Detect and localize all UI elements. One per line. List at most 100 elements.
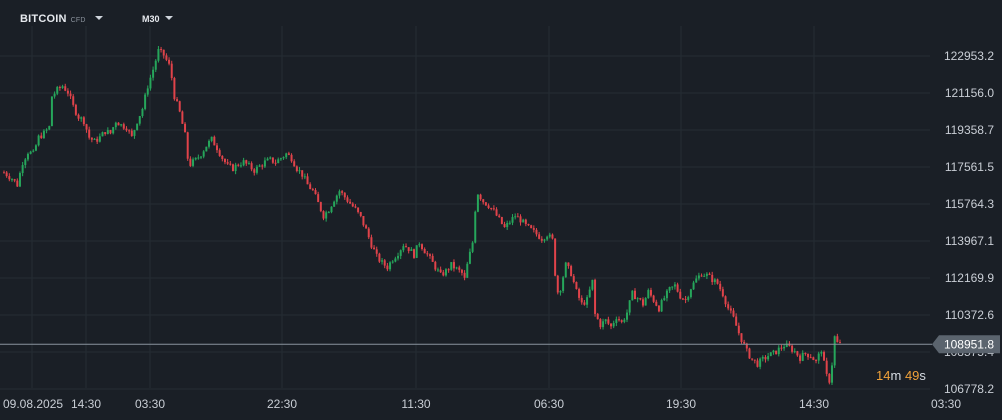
candle-body (399, 250, 402, 256)
candle-body (56, 87, 59, 94)
candle-body (484, 202, 487, 206)
candle-body (202, 151, 205, 157)
candle-body (503, 223, 506, 228)
candle-body (381, 260, 384, 262)
candle-body (564, 262, 567, 278)
candle-body (215, 145, 218, 151)
candle-body (317, 194, 320, 203)
candle-body (192, 159, 195, 166)
candle-body (383, 260, 386, 266)
candle-body (839, 342, 841, 344)
candle-body (184, 123, 187, 133)
candle-body (740, 333, 743, 342)
candle-body (468, 251, 471, 264)
candle-body (559, 290, 562, 293)
candle-body (633, 290, 636, 300)
candle-body (498, 215, 501, 218)
candle-body (10, 179, 13, 181)
candle-body (5, 172, 8, 177)
candle-body (362, 215, 365, 226)
candle-body (397, 255, 400, 259)
candle-body (639, 298, 642, 300)
candle-body (168, 59, 171, 64)
candle-body (679, 291, 682, 299)
price-tick-label: 113967.1 (945, 234, 994, 248)
candle-body (660, 300, 663, 312)
candle-body (562, 277, 565, 291)
candle-body (37, 135, 40, 146)
time-tick-label: 03:30 (931, 397, 961, 411)
candle-body (109, 130, 112, 134)
time-tick-label: 14:30 (799, 397, 829, 411)
candle-body (208, 140, 211, 147)
price-axis: 122953.2 121156.0 119358.7 117561.5 115764.3… (932, 49, 1000, 396)
candle-body (234, 164, 237, 171)
candle-body (210, 136, 213, 141)
time-tick-label: 03:30 (135, 397, 165, 411)
candle-body (3, 172, 5, 174)
candle-body (128, 130, 131, 132)
candle-body (407, 247, 410, 251)
time-tick-label: 14:30 (71, 397, 101, 411)
candle-body (53, 93, 56, 97)
candle-body (112, 127, 115, 134)
candle-body (713, 279, 716, 283)
symbol-type-label: CFD (70, 16, 86, 24)
candle-body (524, 219, 527, 225)
price-tick-label: 115764.3 (945, 197, 994, 211)
candle-body (218, 150, 221, 156)
candle-body (418, 244, 421, 246)
candle-body (34, 145, 37, 151)
candle-body (26, 153, 29, 160)
candle-body (551, 234, 554, 239)
candle-body (29, 151, 32, 154)
candle-body (775, 350, 778, 355)
candle-body (434, 261, 437, 270)
candle-body (764, 357, 767, 360)
candle-body (303, 176, 306, 178)
candle-body (282, 157, 285, 159)
candle-body (101, 132, 104, 137)
candle-body (548, 234, 551, 237)
candle-body (415, 245, 418, 258)
candle-body (13, 179, 16, 181)
candle-body (18, 173, 21, 187)
candle-body (189, 158, 192, 166)
candle-body (530, 225, 533, 229)
candle-body (695, 278, 698, 283)
symbol-selector[interactable]: BITCOIN CFD (20, 13, 103, 25)
candle-body (274, 162, 277, 164)
candle-body (570, 266, 573, 277)
candle-body (604, 319, 607, 322)
timeframe-selector[interactable]: M30 (142, 14, 173, 24)
candle-body (402, 246, 405, 251)
candle-body (809, 357, 812, 359)
candle-body (620, 320, 623, 322)
candle-body (386, 265, 389, 270)
candle-body (160, 49, 163, 51)
candle-body (338, 191, 341, 196)
candle-body (373, 247, 376, 250)
candle-body (482, 199, 485, 203)
candle-body (442, 272, 445, 276)
candle-body (237, 164, 240, 166)
candle-body (450, 262, 453, 270)
candle-body (255, 166, 258, 173)
candle-body (458, 267, 461, 270)
candle-body (104, 132, 107, 134)
candle-body (279, 158, 282, 160)
candle-body (665, 290, 668, 299)
candle-body (325, 212, 328, 219)
candle-body (122, 124, 125, 129)
candle-body (410, 249, 413, 251)
candle-body (743, 341, 746, 344)
time-axis: 09.08.2025 14:30 03:30 22:30 11:30 06:30 19:30… (3, 397, 961, 411)
candle-body (436, 269, 439, 271)
candle-body (287, 153, 290, 155)
candle-body (777, 347, 780, 355)
candle-body (807, 353, 810, 358)
candle-body (772, 350, 775, 353)
candle-body (652, 295, 655, 302)
candle-body (490, 207, 493, 209)
